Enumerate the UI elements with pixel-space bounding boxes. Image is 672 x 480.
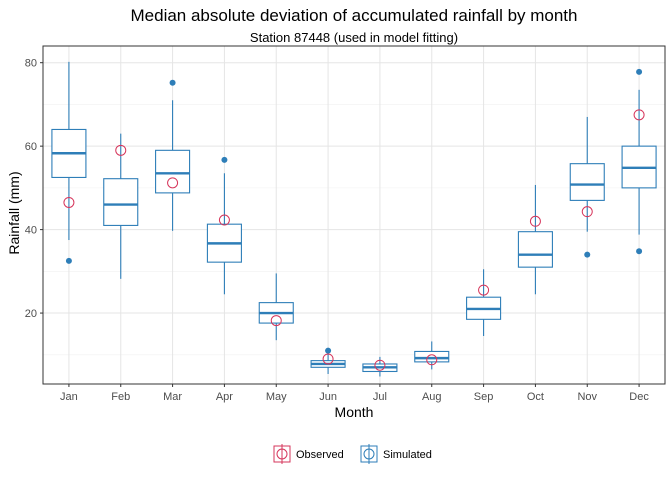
x-tick-label: Apr — [216, 391, 233, 403]
y-tick-label: 40 — [25, 225, 37, 237]
x-tick-label: May — [266, 391, 287, 403]
x-tick-label: Jul — [373, 391, 387, 403]
box-outlier — [636, 68, 643, 75]
x-tick-label: Oct — [527, 391, 544, 403]
observed-point — [478, 284, 490, 296]
legend: Observed Simulated — [273, 444, 432, 464]
box-body — [517, 231, 553, 268]
x-tick-label: Jan — [60, 391, 78, 403]
observed-point — [426, 354, 438, 366]
y-tick-label: 20 — [25, 308, 37, 320]
box-outlier — [221, 156, 228, 163]
box-outlier — [584, 251, 591, 258]
y-axis-title: Rainfall (mm) — [6, 171, 22, 254]
plot-panel — [43, 46, 665, 384]
box-body — [155, 149, 191, 194]
legend-key-point — [276, 448, 288, 460]
legend-label: Simulated — [383, 449, 432, 461]
plot-border — [42, 45, 666, 385]
chart-title: Median absolute deviation of accumulated… — [131, 6, 578, 25]
observed-point — [167, 177, 179, 189]
legend-label: Observed — [296, 449, 344, 461]
box-body — [103, 178, 139, 226]
observed-point — [633, 109, 645, 121]
observed-point — [529, 215, 541, 227]
box-outlier — [169, 79, 176, 86]
box-body — [569, 163, 605, 201]
observed-point — [322, 353, 334, 365]
plot-area: 20 40 60 80 Jan Feb Mar Apr May Jun Jul Aug Sep Oct No… — [25, 45, 666, 403]
observed-point — [218, 214, 230, 226]
x-tick-label: Aug — [422, 391, 442, 403]
observed-point — [581, 206, 593, 218]
observed-point — [374, 359, 386, 371]
observed-point — [115, 144, 127, 156]
x-tick-label: Dec — [629, 391, 649, 403]
box-outlier — [325, 347, 332, 354]
x-tick-label: Feb — [111, 391, 130, 403]
box-body — [414, 350, 450, 363]
observed-point — [270, 315, 282, 327]
legend-key-point — [363, 448, 375, 460]
y-tick-label: 60 — [25, 141, 37, 153]
y-tick-label: 80 — [25, 58, 37, 70]
x-tick-label: Jun — [319, 391, 337, 403]
box-outlier — [65, 257, 72, 264]
x-tick-label: Sep — [474, 391, 494, 403]
x-axis-title: Month — [335, 404, 374, 420]
chart-subtitle: Station 87448 (used in model fitting) — [250, 30, 458, 45]
x-tick-label: Mar — [163, 391, 182, 403]
legend-item-observed: Observed — [273, 444, 344, 464]
observed-point — [63, 196, 75, 208]
x-tick-label: Nov — [577, 391, 597, 403]
box-outlier — [636, 248, 643, 255]
legend-item-simulated: Simulated — [360, 444, 432, 464]
